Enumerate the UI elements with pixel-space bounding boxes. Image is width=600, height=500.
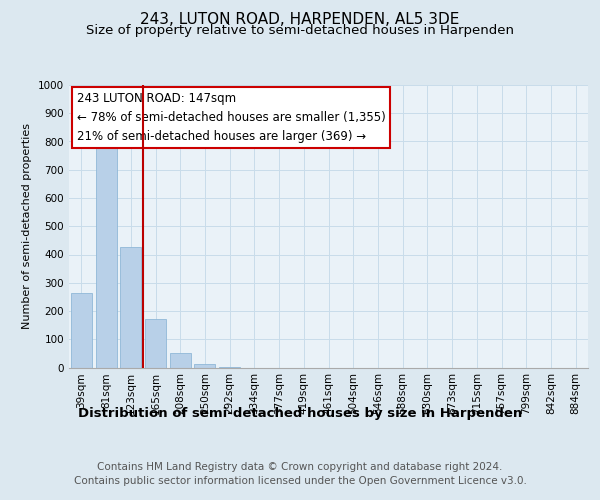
Y-axis label: Number of semi-detached properties: Number of semi-detached properties <box>22 123 32 329</box>
Bar <box>71 292 92 368</box>
Bar <box>194 364 215 368</box>
Bar <box>145 320 166 368</box>
Bar <box>219 367 240 368</box>
Text: Distribution of semi-detached houses by size in Harpenden: Distribution of semi-detached houses by … <box>78 408 522 420</box>
Text: Contains HM Land Registry data © Crown copyright and database right 2024.
Contai: Contains HM Land Registry data © Crown c… <box>74 462 526 486</box>
Bar <box>170 354 191 368</box>
Text: 243, LUTON ROAD, HARPENDEN, AL5 3DE: 243, LUTON ROAD, HARPENDEN, AL5 3DE <box>140 12 460 28</box>
Bar <box>95 134 116 368</box>
Text: 243 LUTON ROAD: 147sqm
← 78% of semi-detached houses are smaller (1,355)
21% of : 243 LUTON ROAD: 147sqm ← 78% of semi-det… <box>77 92 386 143</box>
Bar <box>120 248 141 368</box>
Text: Size of property relative to semi-detached houses in Harpenden: Size of property relative to semi-detach… <box>86 24 514 37</box>
